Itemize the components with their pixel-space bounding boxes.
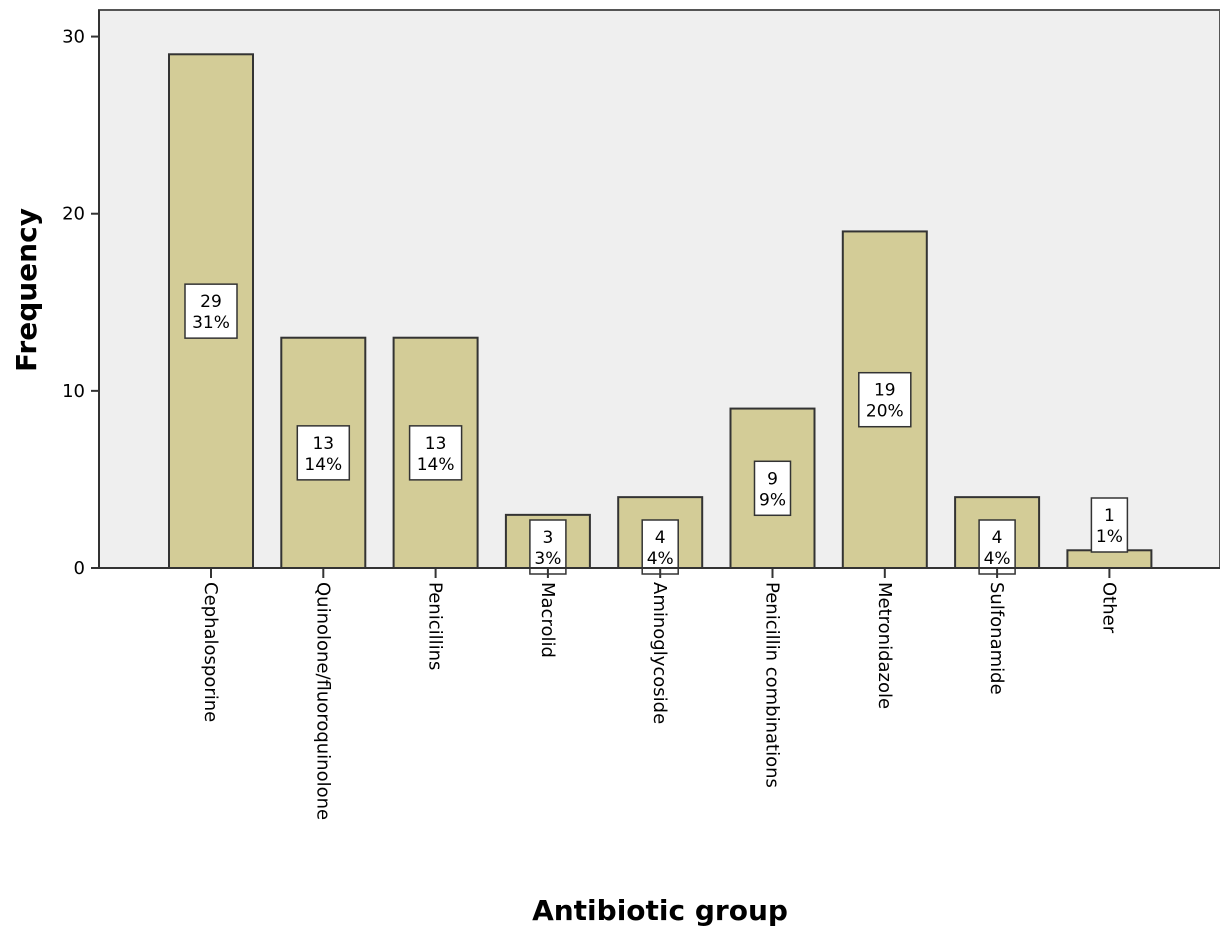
data-label-count: 13 [312,434,334,454]
x-tick-label: Macrolid [537,582,558,658]
data-label-percent: 9% [759,490,786,510]
x-tick-label: Aminoglycoside [649,582,670,724]
data-label-box [408,425,463,481]
x-tick-label: Cephalosporine [200,582,221,722]
y-tick-label: 0 [74,558,85,579]
data-label-percent: 1% [1096,527,1123,547]
y-tick-label: 20 [62,204,85,225]
data-label-count: 29 [200,292,222,312]
y-tick-label: 10 [62,381,85,402]
x-tick-label: Quinolone/fluoroquinolone [312,582,333,820]
data-label-count: 19 [874,381,896,401]
x-tick-label: Other [1098,582,1119,634]
y-axis-title: Frequency [10,208,43,372]
data-label-box [529,519,567,575]
data-label-percent: 14% [304,455,342,475]
data-label-box [184,283,238,339]
data-label-count: 3 [542,528,553,548]
data-label-box [753,460,792,517]
data-label-count: 1 [1104,506,1115,526]
data-label-percent: 20% [866,402,904,422]
data-label-box [858,371,912,428]
data-label-count: 9 [767,469,778,489]
data-label-percent: 4% [984,549,1011,569]
data-label-box [978,519,1016,575]
data-label-count: 4 [992,528,1003,548]
data-label-percent: 14% [417,455,455,475]
data-label-count: 13 [425,434,447,454]
x-tick-label: Sulfonamide [986,582,1007,695]
data-label-percent: 3% [534,549,561,569]
x-tick-label: Penicillins [425,582,446,670]
x-tick-label: Penicillin combinations [762,582,783,788]
bar-other [1066,549,1153,569]
x-tick-label: Metronidazole [874,582,895,709]
data-label-count: 4 [655,528,666,548]
y-tick-label: 30 [62,27,85,48]
plot-area [98,9,1220,569]
data-label-percent: 31% [192,313,230,333]
data-label-box [1090,497,1129,553]
data-label-percent: 4% [647,549,674,569]
x-axis-title: Antibiotic group [532,894,788,927]
data-label-box [296,425,351,481]
